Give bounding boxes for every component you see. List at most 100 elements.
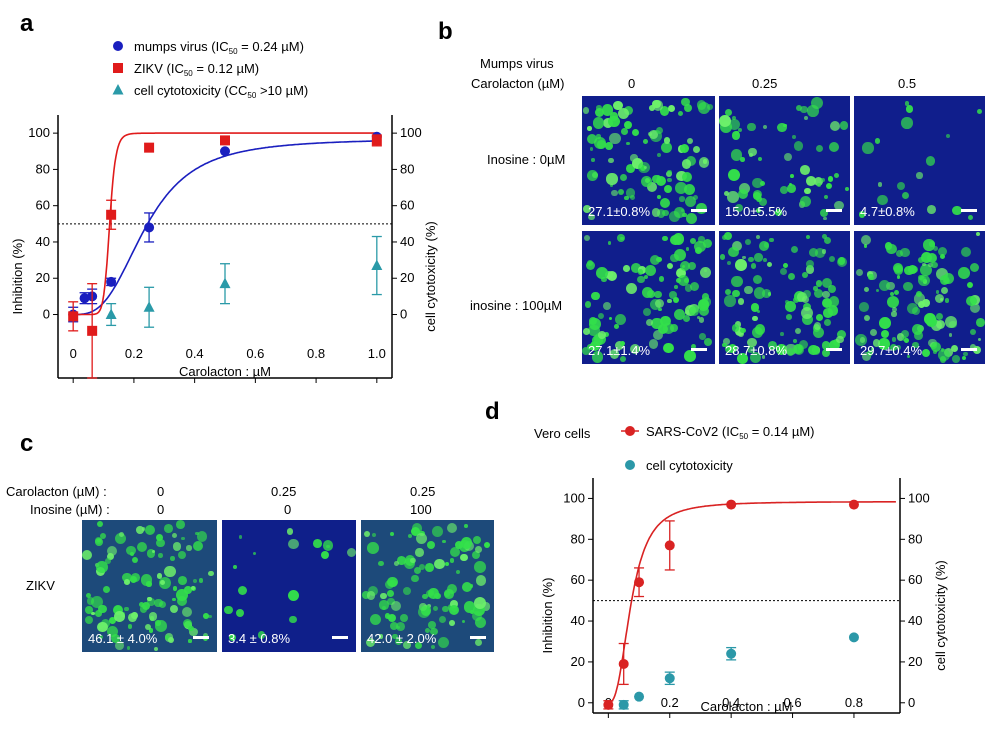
infected-cell-spot: [587, 125, 592, 131]
infected-cell-spot: [655, 299, 665, 309]
infected-cell-spot: [646, 290, 655, 299]
infected-cell-spot: [105, 558, 111, 565]
data-point-1-3: [726, 648, 737, 659]
infected-cell-spot: [424, 628, 430, 634]
infected-cell-spot: [649, 129, 659, 139]
infected-cell-spot: [473, 603, 486, 616]
infected-cell-spot: [147, 596, 152, 602]
infected-cell-spot: [606, 173, 618, 185]
infected-cell-spot: [967, 282, 974, 289]
infected-cell-spot: [756, 208, 762, 214]
c-row1-val-1: 0.25: [271, 484, 297, 499]
y-axis-label: Inhibition (%): [10, 239, 25, 315]
infected-cell-spot: [460, 536, 473, 549]
infected-cell-spot: [919, 264, 932, 276]
infected-cell-spot: [667, 170, 672, 175]
y-tick-label: 0: [43, 307, 50, 322]
infected-cell-spot: [130, 573, 140, 582]
infected-cell-spot: [801, 272, 808, 278]
infected-cell-spot: [821, 249, 827, 254]
c-row2-val-1: 0: [284, 502, 292, 517]
infected-cell-spot: [124, 606, 129, 611]
infected-cell-spot: [367, 541, 379, 554]
infected-cell-spot: [783, 263, 789, 269]
infected-cell-spot: [904, 265, 915, 276]
infected-cell-spot: [657, 153, 662, 157]
infected-cell-spot: [154, 598, 163, 608]
infected-cell-spot: [403, 557, 416, 570]
infected-cell-spot: [681, 97, 690, 107]
infected-cell-spot: [822, 298, 833, 309]
b-row-1: inosine : 100µM: [470, 298, 563, 313]
infected-cell-spot: [253, 552, 257, 556]
infected-cell-spot: [619, 173, 627, 181]
infected-cell-spot: [896, 345, 902, 351]
infected-cell-spot: [422, 593, 428, 600]
infected-cell-spot: [663, 323, 674, 334]
infected-cell-spot: [455, 541, 464, 550]
infected-cell-spot: [901, 336, 907, 341]
y-tick-label: 40: [571, 613, 585, 628]
infected-cell-spot: [738, 128, 743, 133]
c-side-label: ZIKV: [26, 578, 55, 593]
infected-cell-spot: [158, 553, 163, 558]
infected-cell-spot: [397, 556, 407, 565]
y-tick-label: 20: [36, 270, 50, 285]
infected-cell-spot: [681, 264, 686, 269]
infected-cell-spot: [889, 291, 895, 297]
infected-cell-spot: [901, 117, 913, 129]
infected-cell-spot: [584, 234, 591, 241]
infected-cell-spot: [159, 580, 165, 586]
infected-cell-spot: [608, 241, 612, 245]
infected-cell-spot: [102, 585, 111, 593]
infected-cell-spot: [146, 549, 156, 558]
infected-cell-spot: [805, 265, 815, 275]
infected-cell-spot: [699, 306, 710, 317]
infected-cell-spot: [945, 133, 950, 138]
infected-cell-spot: [115, 641, 124, 650]
infected-cell-spot: [616, 233, 625, 242]
infected-cell-spot: [181, 536, 185, 540]
infected-cell-spot: [99, 635, 104, 639]
infected-cell-spot: [193, 579, 198, 584]
infected-cell-spot: [886, 243, 897, 255]
infected-cell-spot: [763, 242, 770, 248]
infected-cell-spot: [675, 267, 687, 279]
infected-cell-spot: [657, 323, 668, 335]
infected-cell-spot: [840, 121, 849, 130]
infected-cell-spot: [820, 209, 829, 218]
infected-cell-spot: [640, 175, 653, 188]
x-tick-label: 0.8: [845, 695, 863, 710]
data-point-0-2: [634, 577, 645, 588]
infected-cell-spot: [455, 569, 460, 574]
infected-cell-spot: [631, 263, 642, 274]
data-point-0-5: [848, 499, 859, 510]
b-col-2: 0.5: [898, 76, 917, 91]
infected-cell-spot: [630, 343, 641, 355]
infected-cell-spot: [758, 157, 763, 162]
infected-cell-spot: [747, 345, 756, 354]
infected-cell-spot: [936, 313, 943, 321]
infected-cell-spot: [766, 261, 772, 268]
infected-cell-spot: [796, 292, 807, 302]
infected-cell-spot: [877, 181, 883, 187]
b-tile-0-2: 4.7±0.8%: [854, 96, 985, 225]
infected-cell-spot: [822, 234, 827, 239]
infected-cell-spot: [386, 589, 394, 597]
infected-cell-spot: [656, 209, 666, 218]
infected-cell-spot: [630, 154, 638, 162]
infected-cell-spot: [475, 546, 482, 553]
infected-cell-spot: [188, 625, 195, 632]
infected-cell-spot: [414, 566, 422, 574]
infected-cell-spot: [172, 597, 176, 602]
infected-cell-spot: [815, 144, 824, 153]
infected-cell-spot: [893, 289, 899, 296]
infected-cell-spot: [744, 285, 753, 295]
infected-cell-spot: [698, 236, 705, 243]
infected-cell-spot: [462, 620, 466, 624]
infected-cell-spot: [106, 552, 114, 560]
infected-cell-spot: [169, 604, 179, 614]
infected-cell-spot: [464, 524, 468, 528]
infected-cell-spot: [591, 158, 595, 162]
infected-cell-spot: [739, 182, 751, 195]
